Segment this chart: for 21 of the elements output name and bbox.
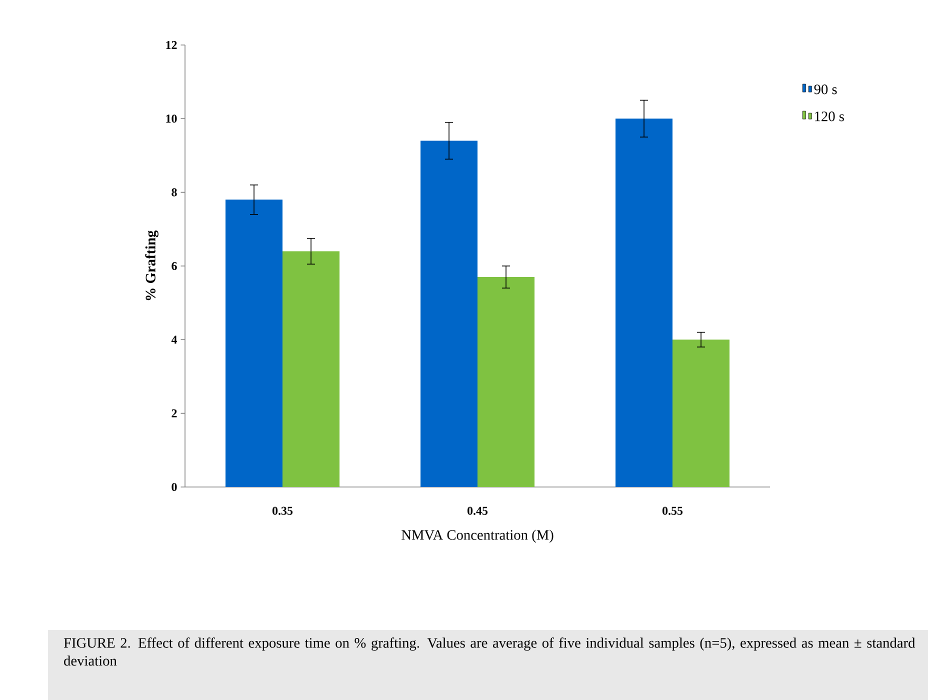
x-tick-label: 0.35	[272, 506, 293, 515]
bar	[282, 251, 340, 487]
y-tick-label: 6	[172, 262, 177, 270]
y-axis-title: % Grafting	[145, 230, 158, 300]
caption: FIGURE 2. Effect of different exposure time on % grafting. Values are average of five individual samples (n=5), expressed as mean ± standard deviation	[64, 638, 916, 666]
bar	[420, 140, 478, 487]
bar	[672, 340, 730, 487]
y-tick-label: 12	[166, 41, 177, 49]
x-tick-label: 0.55	[662, 506, 683, 515]
x-axis-title: NMVA Concentration (M)	[402, 530, 554, 543]
legend-label: 120 s	[815, 112, 844, 122]
y-tick-label: 10	[166, 114, 177, 123]
x-tick-label: 0.45	[468, 506, 488, 515]
bar	[478, 277, 535, 487]
bar	[226, 200, 283, 487]
y-tick-label: 4	[171, 336, 178, 344]
legend-label: 90 s	[814, 84, 837, 94]
bar	[616, 118, 673, 487]
y-tick-label: 0	[172, 482, 177, 492]
y-tick-label: 8	[172, 188, 177, 196]
y-tick-label: 2	[172, 409, 177, 418]
